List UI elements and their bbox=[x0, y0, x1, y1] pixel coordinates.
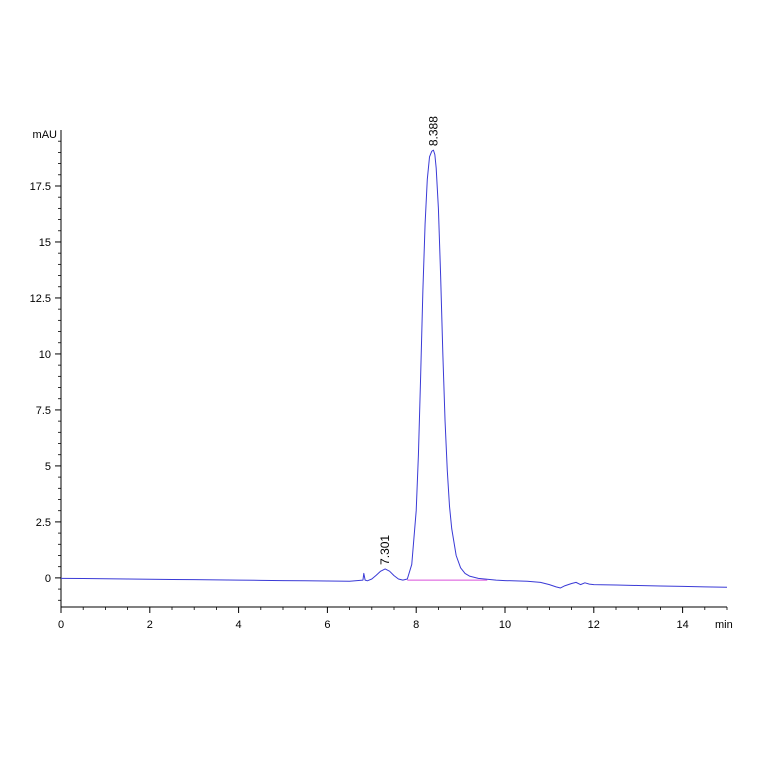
x-tick-label: 12 bbox=[588, 619, 600, 631]
x-axis-ticks: 0 2 4 6 8 10 12 14 bbox=[58, 607, 728, 631]
x-tick-label: 10 bbox=[499, 619, 511, 631]
y-tick-label: 0 bbox=[45, 573, 51, 585]
y-tick-label: 7.5 bbox=[36, 405, 51, 417]
y-axis-label: mAU bbox=[33, 129, 58, 141]
x-tick-label: 0 bbox=[58, 619, 64, 631]
peak-label: 8.388 bbox=[426, 116, 440, 146]
y-tick-label: 5 bbox=[45, 461, 51, 473]
peak-label: 7.301 bbox=[378, 535, 392, 565]
x-tick-label: 4 bbox=[236, 619, 242, 631]
y-tick-label: 10 bbox=[39, 349, 51, 361]
peak-annotations: 7.301 8.388 bbox=[378, 116, 440, 565]
y-tick-label: 15 bbox=[39, 237, 51, 249]
axes bbox=[60, 130, 727, 608]
y-tick-label: 12.5 bbox=[30, 293, 51, 305]
signal-trace bbox=[60, 149, 728, 589]
x-tick-label: 14 bbox=[676, 619, 688, 631]
x-tick-label: 6 bbox=[324, 619, 330, 631]
y-tick-label: 2.5 bbox=[36, 517, 51, 529]
x-tick-label: 8 bbox=[413, 619, 419, 631]
signal-series bbox=[60, 149, 728, 589]
y-axis-ticks: 0 2.5 5 7.5 10 12.5 15 17.5 bbox=[30, 140, 61, 601]
x-axis-label: min bbox=[715, 619, 733, 631]
y-tick-label: 17.5 bbox=[30, 181, 51, 193]
x-tick-label: 2 bbox=[147, 619, 153, 631]
